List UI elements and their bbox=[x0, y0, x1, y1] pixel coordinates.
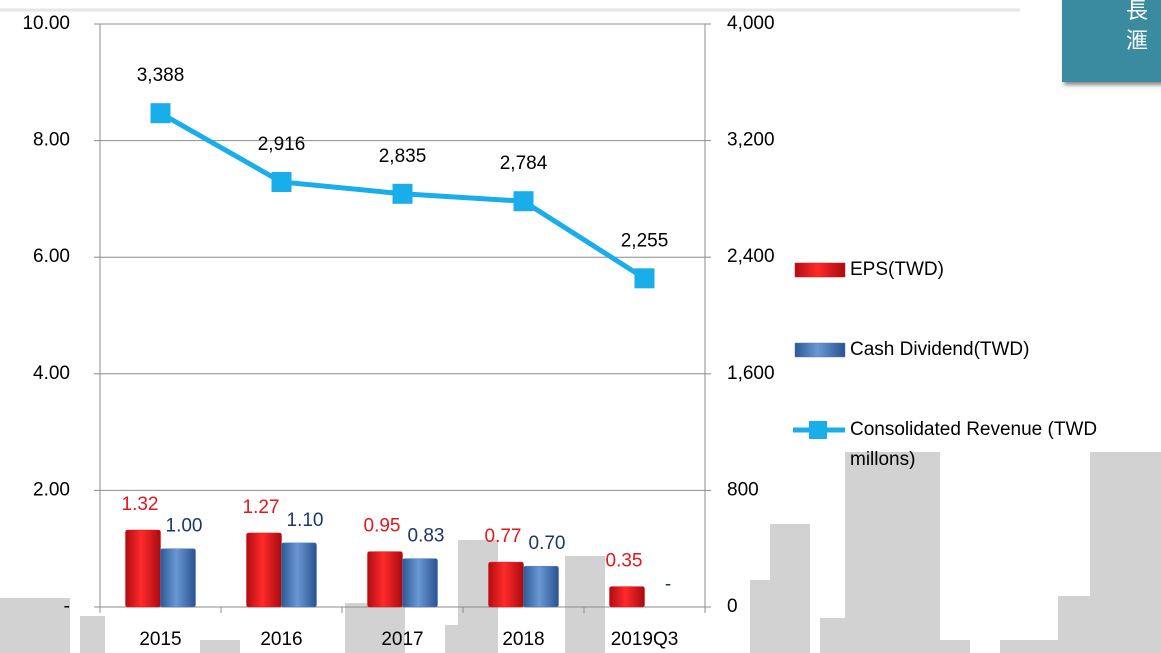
data-label: 0.70 bbox=[529, 533, 566, 554]
data-label: 1.27 bbox=[243, 497, 280, 518]
data-label: 3,388 bbox=[137, 65, 185, 86]
data-label: 2,255 bbox=[621, 230, 669, 251]
data-label: 0.95 bbox=[364, 516, 401, 537]
badge-text: 長 bbox=[1126, 0, 1161, 26]
marker bbox=[151, 103, 171, 123]
data-label: 1.00 bbox=[166, 516, 203, 537]
data-label: 1.10 bbox=[287, 510, 324, 531]
y2-tick-label: 4,000 bbox=[727, 13, 775, 34]
bar bbox=[489, 562, 524, 607]
y-tick-label: 6.00 bbox=[33, 246, 70, 267]
marker bbox=[272, 172, 292, 192]
x-tick-label: 2015 bbox=[139, 629, 181, 650]
y-tick-label: 4.00 bbox=[33, 363, 70, 384]
x-tick-label: 2018 bbox=[502, 629, 544, 650]
x-tick-label: 2017 bbox=[381, 629, 423, 650]
badge-text: 滙 bbox=[1126, 26, 1161, 56]
data-label: 2,916 bbox=[258, 134, 306, 155]
data-label: 2,835 bbox=[379, 146, 427, 167]
marker bbox=[514, 191, 534, 211]
bar bbox=[524, 566, 559, 607]
bar bbox=[247, 533, 282, 607]
badge: 長 滙 bbox=[1062, 0, 1161, 82]
data-label: - bbox=[665, 574, 671, 595]
data-label: 2,784 bbox=[500, 153, 548, 174]
bar bbox=[610, 587, 645, 607]
legend-swatch bbox=[809, 421, 827, 439]
bar bbox=[368, 552, 403, 607]
y2-tick-label: 800 bbox=[727, 479, 759, 500]
bar bbox=[403, 559, 438, 607]
y2-tick-label: 0 bbox=[727, 596, 738, 617]
y2-tick-label: 3,200 bbox=[727, 130, 775, 151]
data-label: 0.77 bbox=[485, 526, 522, 547]
marker bbox=[393, 184, 413, 204]
y2-tick-label: 1,600 bbox=[727, 363, 775, 384]
legend-label: EPS(TWD) bbox=[850, 255, 1150, 285]
page: {"chart_data": {"type": "bar", "categori… bbox=[0, 0, 1161, 653]
y-tick-label: 10.00 bbox=[22, 13, 70, 34]
bar bbox=[161, 549, 196, 607]
y2-tick-label: 2,400 bbox=[727, 246, 775, 267]
y-tick-label: 2.00 bbox=[33, 479, 70, 500]
y-tick-label: - bbox=[64, 596, 70, 617]
bar bbox=[282, 543, 317, 607]
data-label: 0.83 bbox=[408, 526, 445, 547]
x-tick-label: 2019Q3 bbox=[611, 629, 679, 650]
legend-label: Cash Dividend(TWD) bbox=[850, 335, 1150, 365]
data-label: 1.32 bbox=[122, 494, 159, 515]
marker bbox=[635, 268, 655, 288]
legend-swatch bbox=[795, 263, 845, 277]
y-tick-label: 8.00 bbox=[33, 130, 70, 151]
legend-swatch bbox=[795, 343, 845, 357]
chart: - 2.00 4.00 6.00 8.00 10.00 0 800 1,600 2,400 3,20… bbox=[0, 0, 1161, 653]
legend-label: Consolidated Revenue (TWD millons) bbox=[850, 415, 1150, 475]
bar bbox=[126, 530, 161, 607]
data-label: 0.35 bbox=[606, 551, 643, 572]
x-tick-label: 2016 bbox=[260, 629, 302, 650]
